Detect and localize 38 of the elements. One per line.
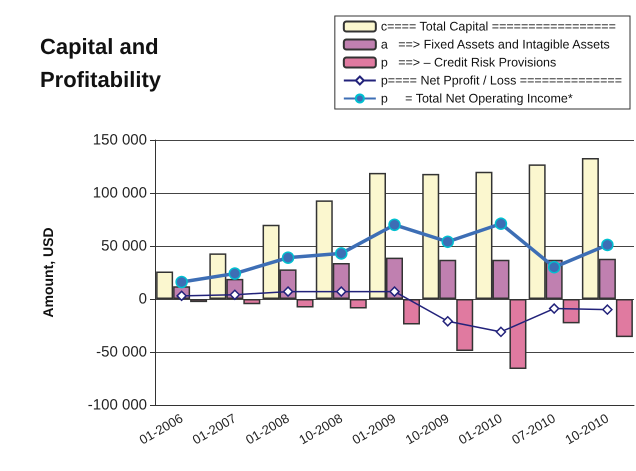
point: [175, 276, 188, 288]
point: [494, 217, 508, 230]
bar: [403, 299, 420, 324]
bar: [562, 299, 580, 324]
legend-label: c==== Total Capital =================: [380, 20, 616, 34]
bar: [616, 299, 633, 338]
y-tick-label: -50 000: [96, 344, 147, 360]
y-tick-label: -100 000: [88, 396, 147, 414]
point: [336, 286, 347, 297]
bar: [350, 299, 367, 309]
bar: [509, 299, 526, 369]
point: [441, 236, 454, 248]
point: [496, 326, 506, 338]
legend-label: p = Total Net Operating Income*: [380, 92, 573, 106]
point: [388, 218, 401, 232]
y-tick-label: 100 000: [92, 184, 147, 202]
point: [389, 286, 400, 297]
point: [601, 238, 614, 252]
point: [442, 316, 453, 327]
y-tick-label: 0: [138, 290, 147, 308]
point: [548, 260, 560, 274]
bar: [296, 299, 314, 308]
point: [282, 286, 294, 297]
y-tick-label: 50 000: [101, 238, 147, 254]
legend-label: p==== Net Pprofit / Loss ==============: [380, 74, 622, 88]
point: [548, 303, 560, 314]
legend-label: a ==> Fixed Assets and Intagible Assets: [380, 38, 610, 52]
bar: [456, 299, 474, 351]
legend-label: p ==> – Credit Risk Provisions: [380, 56, 556, 70]
chart-title: Capital and Profitability: [40, 34, 162, 92]
bar: [243, 299, 260, 304]
point: [602, 304, 613, 315]
point: [282, 251, 294, 264]
y-tick-label: 150 000: [92, 132, 147, 148]
point: [335, 247, 348, 260]
point: [230, 290, 240, 300]
point: [228, 267, 242, 280]
y-axis-title: Amount, USD: [40, 227, 56, 318]
